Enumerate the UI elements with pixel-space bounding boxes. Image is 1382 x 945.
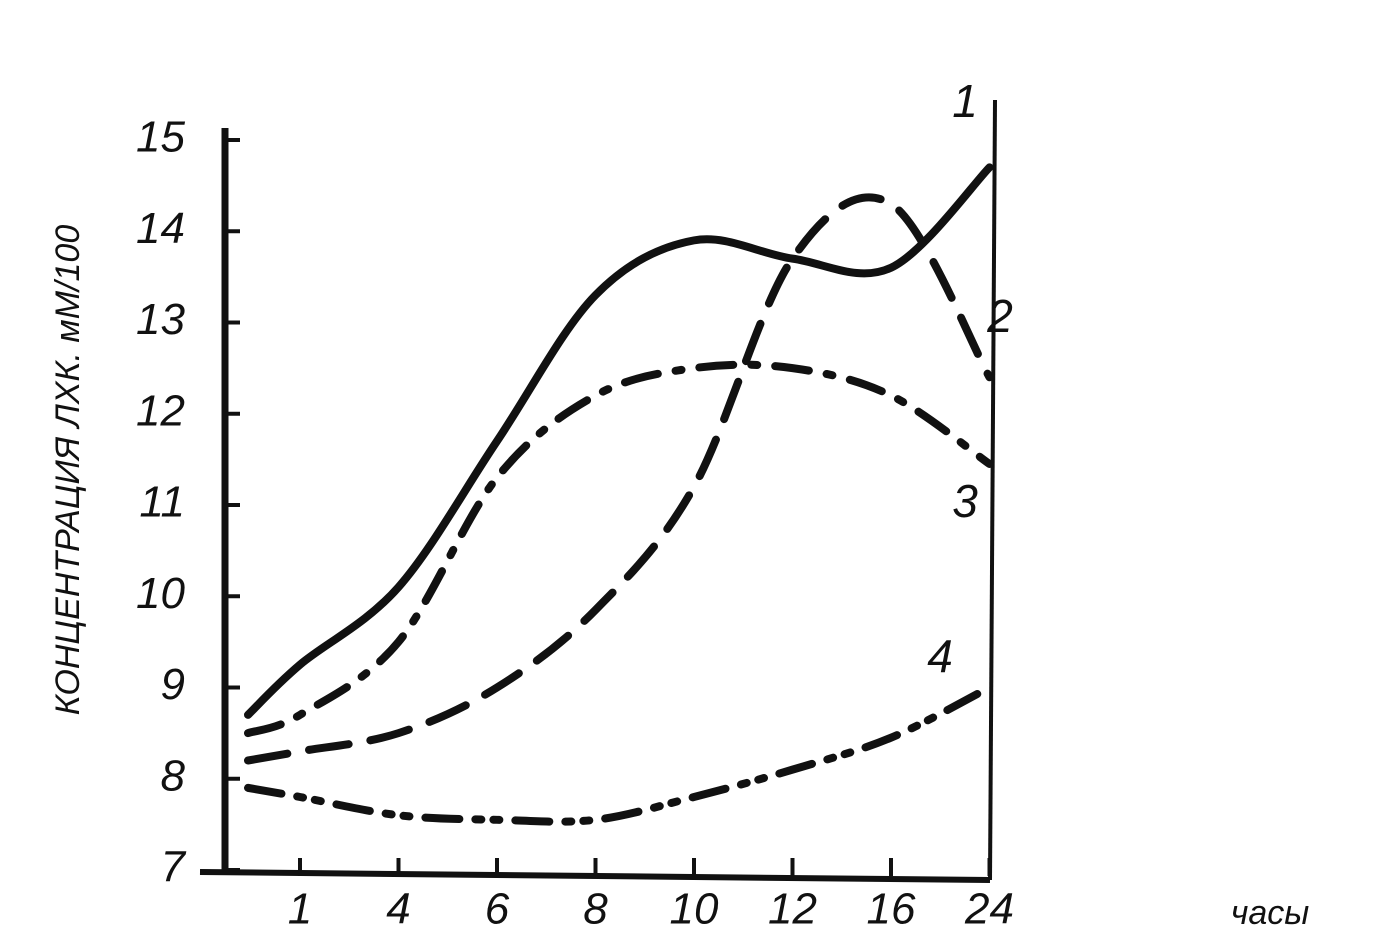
y-tick-label: 7 xyxy=(161,843,187,892)
x-axis-title: часы xyxy=(1231,894,1310,932)
x-tick-label: 12 xyxy=(768,885,817,934)
y-tick-label: 11 xyxy=(139,478,185,527)
legend-label: 3 xyxy=(952,475,978,527)
x-tick-label: 8 xyxy=(583,885,608,934)
x-tick-label: 6 xyxy=(485,885,510,934)
y-tick-label: 13 xyxy=(136,295,185,344)
legend-label: 4 xyxy=(927,630,953,682)
x-tick-label: 1 xyxy=(288,885,312,934)
y-tick-label: 12 xyxy=(136,386,185,435)
y-tick-label: 8 xyxy=(161,751,186,800)
data-line xyxy=(248,167,990,715)
chart: КОНЦЕНТРАЦИЯ ЛХК. мМ/100 часы 7891011121… xyxy=(0,0,1382,945)
y-tick-label: 14 xyxy=(136,204,185,253)
x-tick-label: 10 xyxy=(670,885,719,934)
y-axis-title: КОНЦЕНТРАЦИЯ ЛХК. мМ/100 xyxy=(49,225,87,716)
data-line xyxy=(248,688,990,822)
x-tick-label: 16 xyxy=(867,885,916,934)
x-tick-label: 24 xyxy=(964,885,1014,934)
right-frame xyxy=(990,100,995,880)
y-tick-label: 15 xyxy=(136,113,185,162)
data-line xyxy=(248,365,990,733)
y-tick-label: 9 xyxy=(161,660,185,709)
x-tick-label: 4 xyxy=(386,885,410,934)
y-tick-label: 10 xyxy=(136,569,185,618)
legend-label: 1 xyxy=(952,75,978,127)
legend-label: 2 xyxy=(986,290,1013,342)
